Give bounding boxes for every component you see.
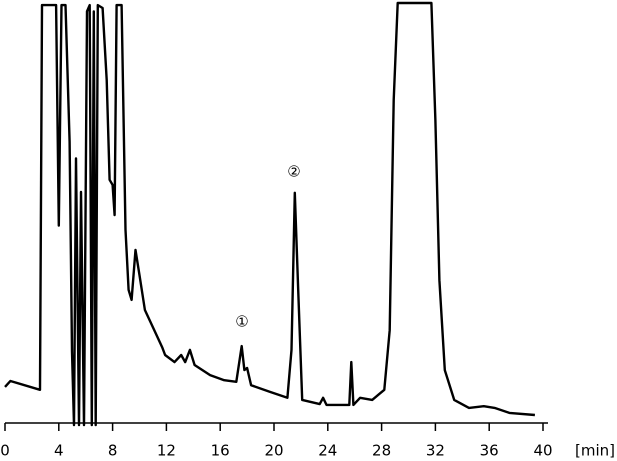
x-tick-label: 12 <box>157 442 176 460</box>
trace <box>4 1 535 427</box>
x-axis-label: [min] <box>575 442 615 460</box>
x-tick-label: 24 <box>318 442 337 460</box>
x-tick-label: 4 <box>54 442 64 460</box>
peak-annotation: ① <box>235 313 248 331</box>
x-tick-label: 0 <box>0 442 10 460</box>
x-tick-label: 28 <box>372 442 391 460</box>
x-tick-label: 36 <box>480 442 499 460</box>
x-tick-label: 40 <box>533 442 552 460</box>
x-tick-label: 20 <box>264 442 283 460</box>
x-tick-label: 32 <box>426 442 445 460</box>
peak-annotation: ② <box>287 163 300 181</box>
x-tick-label: 16 <box>211 442 230 460</box>
x-tick-label: 8 <box>108 442 118 460</box>
